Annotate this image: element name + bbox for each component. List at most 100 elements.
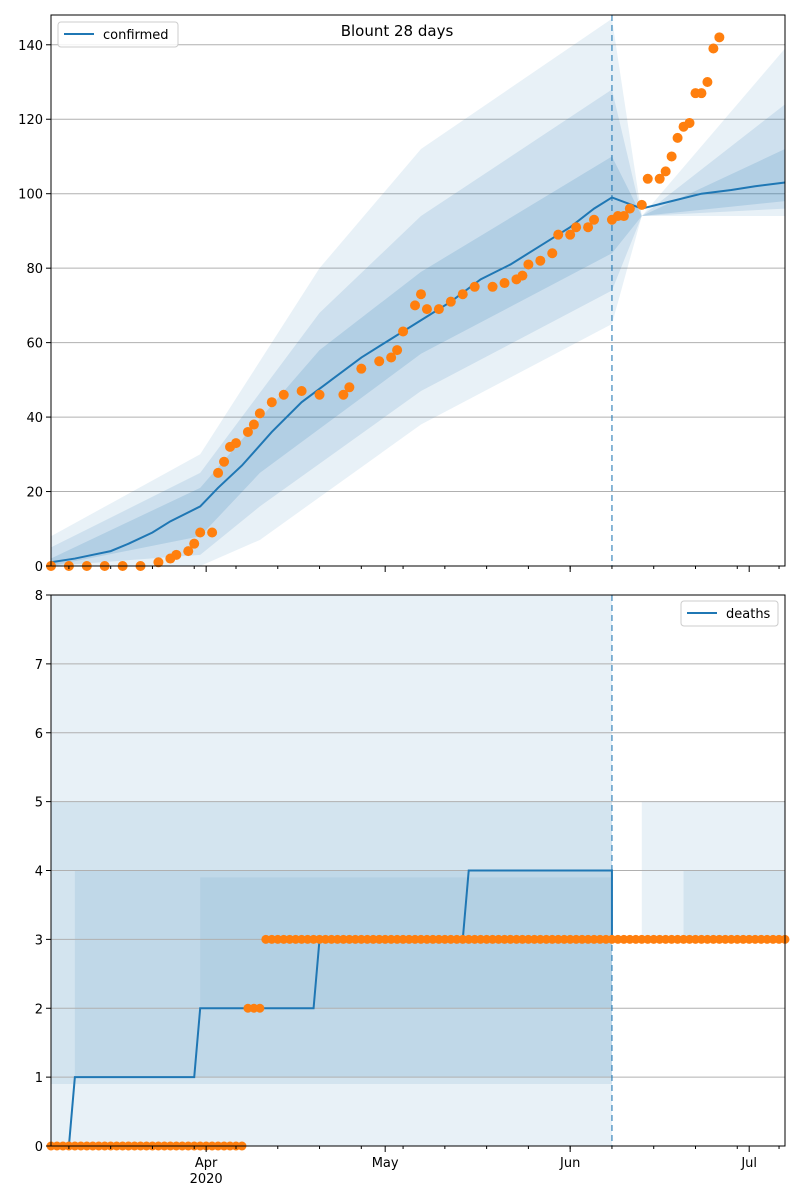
observed-point bbox=[642, 173, 653, 184]
observed-point bbox=[314, 389, 325, 400]
y-tick-label: 80 bbox=[26, 262, 43, 277]
observed-point bbox=[433, 304, 444, 315]
confidence-band bbox=[200, 877, 612, 1009]
y-tick-label: 40 bbox=[26, 411, 43, 426]
observed-point bbox=[398, 326, 409, 337]
observed-point bbox=[696, 88, 707, 99]
top-y-ticks: 0 20 40 60 80 100 120 140 bbox=[18, 39, 51, 575]
y-tick-label: 100 bbox=[18, 188, 43, 203]
top-x-ticks bbox=[68, 566, 780, 572]
deaths-line bbox=[51, 869, 785, 1147]
y-tick-label: 4 bbox=[35, 865, 43, 880]
observed-point bbox=[457, 289, 468, 300]
bottom-y-ticks: 0 1 2 3 4 5 6 7 8 bbox=[35, 589, 51, 1155]
confidence-band bbox=[51, 149, 785, 566]
x-tick-label: Jul bbox=[740, 1156, 757, 1171]
top-series bbox=[50, 181, 786, 564]
observed-point bbox=[374, 356, 385, 367]
y-tick-label: 5 bbox=[35, 796, 43, 811]
y-tick-label: 3 bbox=[35, 933, 43, 948]
observed-point bbox=[254, 408, 265, 419]
top-axes-frame bbox=[50, 14, 786, 567]
bottom-series bbox=[51, 869, 785, 1147]
observed-point bbox=[523, 259, 534, 270]
observed-point bbox=[469, 281, 480, 292]
bottom-gridlines bbox=[51, 594, 785, 1147]
observed-point bbox=[219, 456, 230, 467]
observed-point bbox=[213, 467, 224, 478]
observed-point bbox=[207, 527, 218, 538]
observed-point bbox=[660, 166, 671, 177]
observed-point bbox=[636, 199, 647, 210]
y-tick-label: 8 bbox=[35, 589, 43, 604]
observed-point bbox=[230, 438, 241, 449]
y-tick-label: 20 bbox=[26, 486, 43, 501]
y-tick-label: 2 bbox=[35, 1002, 43, 1017]
y-tick-label: 60 bbox=[26, 337, 43, 352]
chart-title: Blount 28 days bbox=[341, 22, 454, 40]
x-tick-label: May bbox=[372, 1156, 399, 1171]
top-legend: confirmed bbox=[57, 21, 179, 48]
observed-point bbox=[535, 255, 546, 266]
observed-point bbox=[183, 546, 194, 557]
observed-point bbox=[392, 345, 403, 356]
observed-point bbox=[672, 132, 683, 143]
y-tick-label: 6 bbox=[35, 727, 43, 742]
observed-point bbox=[421, 304, 432, 315]
confirmed-line bbox=[50, 181, 786, 564]
top-observed-points bbox=[46, 32, 725, 571]
observed-point bbox=[547, 248, 558, 259]
observed-point bbox=[589, 214, 600, 225]
observed-point bbox=[714, 32, 725, 43]
observed-point bbox=[195, 527, 206, 538]
observed-point bbox=[171, 549, 182, 560]
observed-point bbox=[553, 229, 564, 240]
y-tick-label: 120 bbox=[18, 113, 43, 128]
observed-point bbox=[344, 382, 355, 393]
observed-point bbox=[618, 211, 629, 222]
bottom-legend-box bbox=[680, 600, 779, 627]
y-tick-label: 7 bbox=[35, 658, 43, 673]
y-tick-label: 0 bbox=[35, 1140, 43, 1155]
x-tick-label: Jun bbox=[559, 1156, 580, 1171]
observed-point bbox=[242, 426, 253, 437]
observed-point bbox=[684, 117, 695, 128]
observed-point bbox=[338, 389, 349, 400]
top-legend-box bbox=[57, 21, 179, 48]
observed-point bbox=[654, 173, 665, 184]
observed-point bbox=[499, 278, 510, 289]
top-legend-label: confirmed bbox=[103, 28, 169, 43]
observed-point bbox=[248, 419, 259, 430]
observed-point bbox=[583, 222, 594, 233]
x-tick-year: 2020 bbox=[190, 1172, 223, 1187]
observed-point bbox=[415, 289, 426, 300]
y-tick-label: 1 bbox=[35, 1071, 43, 1086]
observed-point bbox=[571, 222, 582, 233]
observed-point bbox=[702, 77, 713, 88]
bottom-legend: deaths bbox=[680, 600, 779, 627]
observed-point bbox=[487, 281, 498, 292]
observed-point bbox=[278, 389, 289, 400]
confidence-band bbox=[683, 870, 785, 940]
confirmed-panel: 0 20 40 60 80 100 120 140 Blount 28 days confir… bbox=[18, 14, 786, 575]
observed-point bbox=[624, 203, 635, 214]
observed-point bbox=[296, 386, 307, 397]
observed-point bbox=[410, 300, 421, 311]
y-tick-label: 140 bbox=[18, 39, 43, 54]
observed-point bbox=[445, 296, 456, 307]
observed-point bbox=[266, 397, 277, 408]
observed-point bbox=[189, 538, 200, 549]
observed-point bbox=[386, 352, 397, 363]
x-tick-label: Apr bbox=[195, 1156, 218, 1171]
observed-point bbox=[708, 43, 719, 54]
bottom-legend-label: deaths bbox=[726, 607, 771, 622]
observed-point bbox=[255, 1003, 265, 1013]
observed-point bbox=[356, 363, 367, 374]
observed-point bbox=[517, 270, 528, 281]
y-tick-label: 0 bbox=[35, 560, 43, 575]
observed-point bbox=[565, 229, 576, 240]
confidence-band bbox=[74, 870, 612, 1078]
